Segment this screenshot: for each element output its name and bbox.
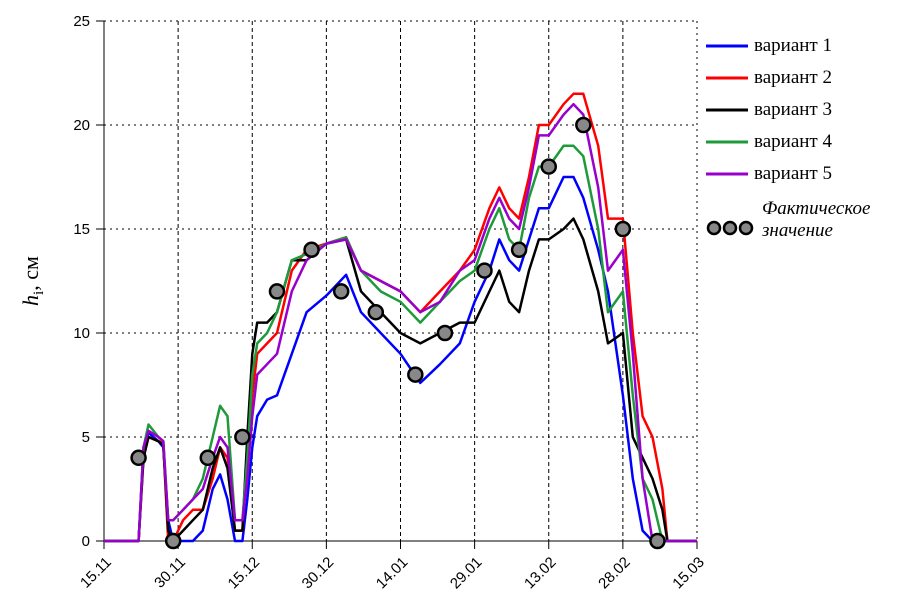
y-label-text: , см xyxy=(18,256,43,291)
y-tick-label: 20 xyxy=(73,117,90,134)
x-tick-label: 15.11 xyxy=(77,554,115,592)
legend-entry: вариант 1 xyxy=(706,30,882,62)
y-tick-label: 15 xyxy=(73,221,90,238)
legend-marker xyxy=(722,220,738,236)
data-point xyxy=(614,220,632,238)
x-tick-label: 15.12 xyxy=(225,554,264,593)
legend-label: вариант 1 xyxy=(754,35,832,56)
y-tick-label: 0 xyxy=(82,533,90,550)
data-point xyxy=(332,283,350,300)
data-point xyxy=(649,532,666,550)
y-label: hi, см xyxy=(18,256,47,306)
data-point xyxy=(540,158,557,175)
data-point xyxy=(164,532,182,550)
y-label-symbol: h xyxy=(18,295,43,306)
legend-swatch xyxy=(706,172,748,176)
legend-entry: вариант 5 xyxy=(706,158,882,190)
data-point xyxy=(510,241,528,259)
legend-label: вариант 5 xyxy=(754,163,832,184)
x-tick-label: 14.01 xyxy=(373,554,412,593)
data-point xyxy=(476,262,493,279)
data-point xyxy=(436,324,454,342)
y-tick-label: 10 xyxy=(73,325,90,342)
legend-label: Фактическое значение xyxy=(762,198,871,241)
data-point xyxy=(130,449,147,467)
y-tick-label: 25 xyxy=(73,13,90,30)
data-point xyxy=(575,116,592,134)
x-tick-label: 28.02 xyxy=(595,554,634,593)
series-line xyxy=(104,175,697,543)
data-point xyxy=(303,241,320,259)
legend-entry: вариант 4 xyxy=(706,126,882,158)
legend-swatch xyxy=(706,44,748,48)
data-point xyxy=(234,428,251,446)
legend-swatch xyxy=(706,220,754,236)
legend-label: вариант 3 xyxy=(754,99,832,120)
legend-marker xyxy=(738,220,754,236)
x-tick-label: 15.03 xyxy=(669,554,708,593)
y-tick-label: 5 xyxy=(82,429,90,446)
legend-swatch xyxy=(706,108,748,112)
x-tick-label: 29.01 xyxy=(447,554,486,593)
x-tick-label: 30.12 xyxy=(299,554,338,593)
data-point xyxy=(199,449,217,467)
legend-swatch xyxy=(706,76,748,80)
series-line xyxy=(104,102,697,543)
series-line xyxy=(104,217,697,543)
legend: вариант 1 вариант 2 вариант 3 вариант 4 вари… xyxy=(706,30,882,242)
y-label-subscript: i xyxy=(31,291,47,295)
legend-entry: вариант 2 xyxy=(706,62,882,94)
x-tick-label: 13.02 xyxy=(521,554,560,593)
data-point xyxy=(268,283,286,300)
x-tick-label: 30.11 xyxy=(151,554,189,592)
legend-label: вариант 4 xyxy=(754,131,832,152)
legend-swatch xyxy=(706,140,748,144)
legend-entry: вариант 3 xyxy=(706,94,882,126)
data-point xyxy=(367,303,385,321)
data-point xyxy=(407,366,424,383)
legend-entry: Фактическое значение xyxy=(706,198,882,242)
legend-label: вариант 2 xyxy=(754,67,832,88)
legend-marker xyxy=(706,220,722,236)
